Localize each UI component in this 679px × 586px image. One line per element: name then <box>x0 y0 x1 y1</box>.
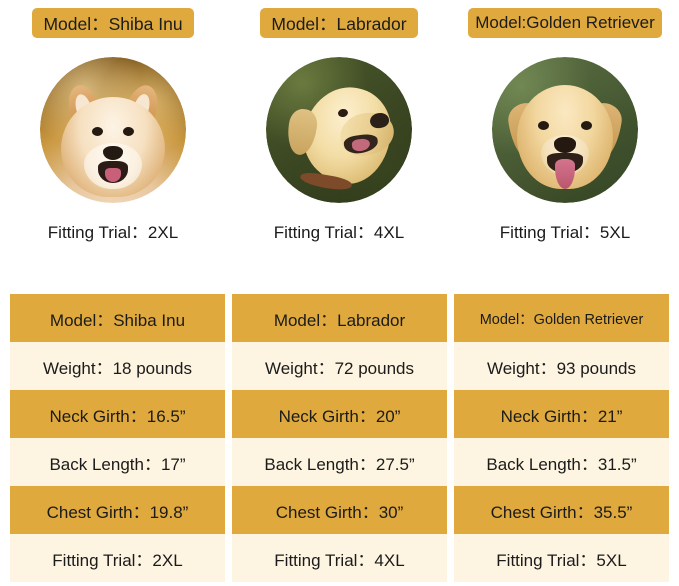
spec-text: Neck Girth：16.5” <box>49 406 186 426</box>
labrador-photo-icon <box>266 57 412 203</box>
spec-text: Neck Girth：21” <box>500 406 623 426</box>
table-row: Fitting Trial：2XL <box>10 534 225 582</box>
spec-text: Back Length：17” <box>49 454 186 474</box>
fitting-trial-label-golden-retriever: Fitting Trial：5XL <box>499 223 631 242</box>
fitting-trial-label-labrador: Fitting Trial：4XL <box>273 223 405 242</box>
golden-retriever-photo-icon <box>492 57 638 203</box>
spec-table-shiba-inu: Model：Shiba Inu Weight：18 pounds Neck Gi… <box>10 294 225 586</box>
model-badge-labrador: Model：Labrador <box>260 8 418 38</box>
spec-text: Back Length：31.5” <box>486 454 637 474</box>
golden-eye-left <box>538 121 549 130</box>
dog-photo-golden-retriever <box>492 57 638 203</box>
table-row: Back Length：31.5” <box>454 438 669 486</box>
table-row: Fitting Trial：4XL <box>232 534 447 582</box>
spec-text: Chest Girth：19.8” <box>46 502 189 522</box>
table-row: Chest Girth：35.5” <box>454 486 669 534</box>
table-row: Neck Girth：21” <box>454 390 669 438</box>
table-row: Back Length：17” <box>10 438 225 486</box>
golden-eye-right <box>581 121 592 130</box>
dog-photo-shiba-inu <box>40 57 186 203</box>
shiba-tongue <box>105 168 121 182</box>
spec-table-labrador: Model：Labrador Weight：72 pounds Neck Gir… <box>232 294 447 586</box>
model-column-golden-retriever: Model:Golden Retriever Fitting Trial：5XL <box>452 0 678 282</box>
table-row: Model：Golden Retriever <box>454 294 669 342</box>
spec-tables-section: Model：Shiba Inu Weight：18 pounds Neck Gi… <box>0 294 679 586</box>
spec-text: Model：Golden Retriever <box>479 311 644 328</box>
golden-nose <box>554 137 576 153</box>
spec-text: Weight：72 pounds <box>264 358 414 378</box>
spec-text: Neck Girth：20” <box>278 406 401 426</box>
spec-text: Back Length：27.5” <box>264 454 415 474</box>
table-row: Weight：18 pounds <box>10 342 225 390</box>
table-row: Fitting Trial：5XL <box>454 534 669 582</box>
table-row: Neck Girth：20” <box>232 390 447 438</box>
model-badge-shiba-inu: Model：Shiba Inu <box>32 8 194 38</box>
spec-text: Model：Labrador <box>273 310 406 330</box>
spec-text: Chest Girth：30” <box>275 502 404 522</box>
fitting-trial-label-shiba-inu: Fitting Trial：2XL <box>47 223 179 242</box>
spec-text: Model：Shiba Inu <box>49 310 186 330</box>
table-row: Chest Girth：19.8” <box>10 486 225 534</box>
table-row: Back Length：27.5” <box>232 438 447 486</box>
spec-text: Weight：18 pounds <box>42 358 192 378</box>
shiba-eye-right <box>123 127 134 136</box>
golden-tongue <box>555 159 575 189</box>
model-badge-golden-retriever: Model:Golden Retriever <box>468 8 662 38</box>
spec-text: Weight：93 pounds <box>486 358 636 378</box>
shiba-nose <box>103 146 123 160</box>
table-row: Weight：72 pounds <box>232 342 447 390</box>
table-row: Weight：93 pounds <box>454 342 669 390</box>
model-column-shiba-inu: Model：Shiba Inu Fitting Trial：2XL <box>0 0 226 282</box>
spec-text: Fitting Trial：5XL <box>496 550 627 570</box>
spec-table-golden-retriever: Model：Golden Retriever Weight：93 pounds … <box>454 294 669 586</box>
table-row: Chest Girth：30” <box>232 486 447 534</box>
spec-text: Chest Girth：35.5” <box>490 502 633 522</box>
table-row: Model：Shiba Inu <box>10 294 225 342</box>
model-column-labrador: Model：Labrador Fitting Trial：4XL <box>226 0 452 282</box>
spec-text: Fitting Trial：2XL <box>52 550 183 570</box>
dog-photo-labrador <box>266 57 412 203</box>
table-row: Model：Labrador <box>232 294 447 342</box>
shiba-inu-photo-icon <box>40 57 186 203</box>
table-row: Neck Girth：16.5” <box>10 390 225 438</box>
model-showcase-section: Model：Shiba Inu Fitting Trial：2XL Model：… <box>0 0 679 282</box>
shiba-eye-left <box>92 127 103 136</box>
spec-text: Fitting Trial：4XL <box>274 550 405 570</box>
